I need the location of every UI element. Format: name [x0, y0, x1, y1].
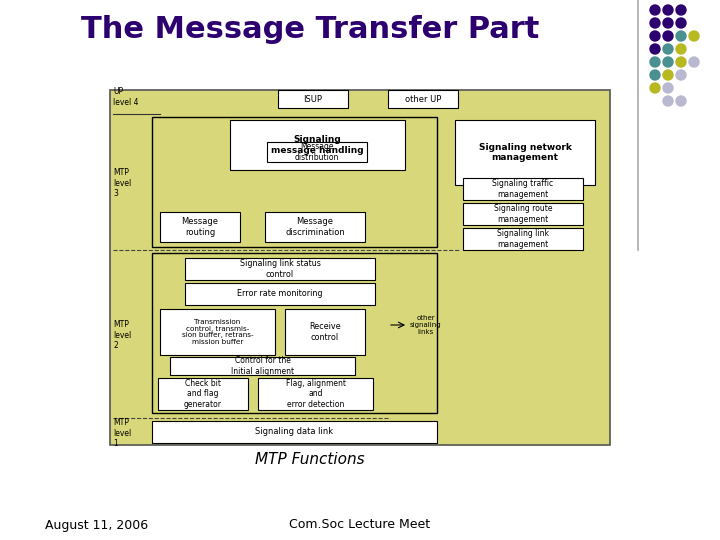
Text: MTP
level
3: MTP level 3	[113, 168, 131, 198]
Circle shape	[650, 31, 660, 41]
Text: Signaling network
management: Signaling network management	[479, 143, 572, 162]
Text: other
signaling
links: other signaling links	[410, 315, 441, 335]
Text: MTP
level
2: MTP level 2	[113, 320, 131, 350]
Text: Message
discrimination: Message discrimination	[285, 217, 345, 237]
Circle shape	[676, 70, 686, 80]
Text: Signaling route
management: Signaling route management	[494, 204, 552, 224]
Text: Com.Soc Lecture Meet: Com.Soc Lecture Meet	[289, 518, 431, 531]
Text: Signaling link
management: Signaling link management	[497, 230, 549, 249]
Text: Signaling
message handling: Signaling message handling	[271, 136, 364, 154]
Bar	[110, 90, 610, 445]
Circle shape	[663, 57, 673, 67]
Text: UP
level 4: UP level 4	[113, 87, 138, 107]
Text: Control for the
Initial alignment: Control for the Initial alignment	[231, 356, 294, 376]
Circle shape	[663, 5, 673, 15]
Text: ISUP: ISUP	[304, 94, 323, 104]
Bar	[160, 212, 240, 242]
Bar	[455, 120, 595, 185]
Bar	[158, 378, 248, 410]
Circle shape	[676, 18, 686, 28]
Text: Transmission
control, transmis-
sion buffer, retrans-
mission buffer: Transmission control, transmis- sion buf…	[181, 319, 253, 346]
Text: Signaling link status
control: Signaling link status control	[240, 259, 320, 279]
Text: Signaling traffic
management: Signaling traffic management	[492, 179, 554, 199]
Text: other UP: other UP	[405, 94, 441, 104]
Bar	[265, 212, 365, 242]
Circle shape	[676, 31, 686, 41]
Text: Message
distribution: Message distribution	[294, 143, 339, 161]
Bar	[152, 117, 437, 247]
Bar	[258, 378, 373, 410]
Text: August 11, 2006: August 11, 2006	[45, 518, 148, 531]
Circle shape	[650, 18, 660, 28]
Circle shape	[676, 44, 686, 54]
Circle shape	[650, 70, 660, 80]
Circle shape	[676, 5, 686, 15]
Circle shape	[663, 96, 673, 106]
Circle shape	[689, 31, 699, 41]
Bar	[463, 203, 583, 225]
Text: Signaling data link: Signaling data link	[256, 428, 333, 436]
Text: Error rate monitoring: Error rate monitoring	[238, 289, 323, 299]
Bar	[463, 178, 583, 200]
Circle shape	[676, 96, 686, 106]
Bar	[388, 90, 458, 108]
Bar	[152, 253, 437, 413]
Bar	[278, 90, 348, 108]
Circle shape	[676, 57, 686, 67]
Circle shape	[650, 5, 660, 15]
Bar	[152, 421, 437, 443]
Bar	[463, 228, 583, 250]
Text: Message
routing: Message routing	[181, 217, 218, 237]
Circle shape	[650, 57, 660, 67]
Circle shape	[663, 83, 673, 93]
Text: The Message Transfer Part: The Message Transfer Part	[81, 16, 539, 44]
Text: MTP Functions: MTP Functions	[255, 453, 365, 468]
Circle shape	[663, 18, 673, 28]
Circle shape	[663, 31, 673, 41]
Bar	[230, 120, 405, 170]
Text: Receive
control: Receive control	[309, 322, 341, 342]
Bar	[185, 283, 375, 305]
Text: Flag, alignment
and
error detection: Flag, alignment and error detection	[286, 379, 346, 409]
Bar	[160, 309, 275, 355]
Circle shape	[689, 57, 699, 67]
Text: Check bit
and flag
generator: Check bit and flag generator	[184, 379, 222, 409]
Bar	[185, 258, 375, 280]
Bar	[285, 309, 365, 355]
Bar	[170, 357, 355, 375]
Text: MTP
level
1: MTP level 1	[113, 418, 131, 448]
Circle shape	[663, 70, 673, 80]
Circle shape	[650, 44, 660, 54]
Circle shape	[650, 83, 660, 93]
Circle shape	[663, 44, 673, 54]
Bar	[267, 142, 367, 162]
